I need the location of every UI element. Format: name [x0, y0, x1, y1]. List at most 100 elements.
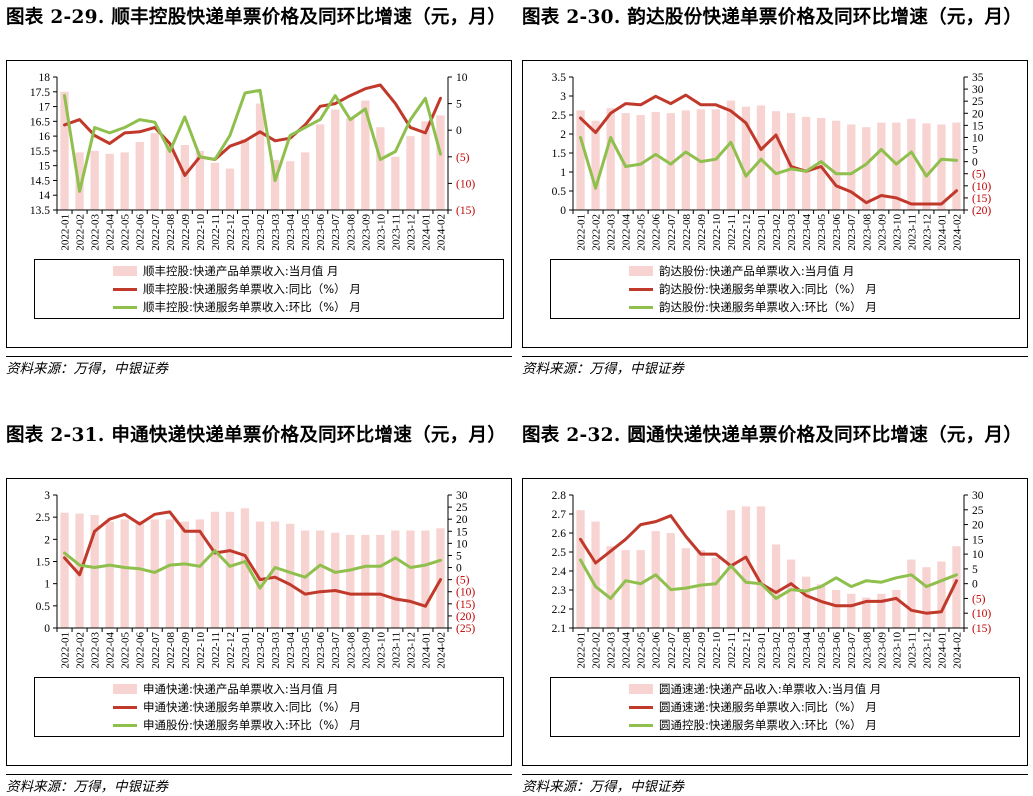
left-tick-label: 0.5: [36, 601, 51, 613]
right-tick-label: (10): [456, 587, 475, 599]
series-line-yoy: [63, 510, 442, 608]
source-divider: [6, 356, 512, 357]
left-tick-label: 2.3: [552, 585, 567, 597]
bar-2022-06: [651, 531, 660, 628]
bar-2022-12: [225, 168, 235, 210]
right-tick-label: 25: [972, 96, 984, 108]
x-tick-label: 2023-04: [801, 214, 813, 251]
bar-2022-11: [726, 100, 736, 210]
chart-legend: 圆通速递:快递产品收入:单票收入:当月值 月 圆通速递:快递服务单票收入:同比（…: [550, 677, 1020, 737]
chart-frame: 2.1 2.2 2.3 2.4 2.5 2.6 2.7 2.8 (15) (10) (5) 0 5 10 1…: [522, 478, 1028, 766]
left-tick-label: 16.5: [30, 116, 50, 128]
legend-label: 圆通速递:快递产品收入:单票收入:当月值 月: [659, 682, 882, 696]
right-tick-label: (15): [972, 623, 991, 635]
right-tick-label: 25: [972, 505, 984, 517]
legend-label: 韵达股份:快递产品单票收入:当月值 月: [659, 264, 855, 278]
x-tick-label: 2022-02: [75, 632, 87, 669]
bar-2023-08: [346, 534, 355, 628]
x-tick-label: 2023-10: [891, 213, 903, 250]
bar-2022-08: [165, 519, 174, 628]
legend-label: 申通快递:快递服务单票收入:同比（%） 月: [143, 700, 361, 714]
x-tick-label: 2023-08: [345, 214, 357, 251]
x-tick-label: 2022-09: [696, 631, 708, 668]
bar-2023-04: [802, 576, 811, 628]
series-line-yoy: [579, 514, 958, 615]
bar-2022-12: [225, 511, 235, 628]
x-tick-label: 2023-12: [405, 632, 417, 669]
left-tick-label: 17.5: [30, 87, 50, 99]
bar-2023-05: [817, 584, 826, 628]
legend-label: 圆通控股:快递服务单票收入:环比（%） 月: [659, 718, 877, 732]
right-tick-label: (15): [456, 599, 475, 611]
left-tick-label: 2.4: [552, 566, 567, 578]
series-line-yoy: [579, 93, 958, 206]
x-tick-label: 2023-12: [405, 214, 417, 251]
x-tick-label: 2023-06: [315, 632, 327, 669]
right-tick-label: 5: [972, 145, 978, 157]
right-tick-label: 0: [972, 157, 978, 169]
bar-2023-01: [240, 508, 250, 628]
x-tick-label: 2022-11: [210, 214, 222, 250]
legend-label: 申通快递:快递产品单票收入:当月值 月: [143, 682, 339, 696]
x-tick-label: 2022-08: [681, 214, 693, 251]
bar-2022-02: [591, 521, 600, 628]
bar-2024-02: [952, 122, 961, 210]
bar-2022-10: [195, 150, 204, 210]
bar-2023-09: [877, 593, 886, 628]
x-tick-label: 2022-12: [225, 632, 237, 669]
right-tick-label: (25): [456, 623, 475, 635]
x-tick-label: 2022-03: [90, 632, 102, 669]
x-tick-label: 2022-05: [636, 214, 648, 251]
x-tick-label: 2023-02: [255, 214, 267, 251]
right-tick-label: 10: [972, 549, 984, 561]
bar-2024-01: [937, 561, 946, 628]
x-tick-label: 2022-04: [105, 213, 117, 250]
bar-2023-06: [316, 530, 325, 628]
x-tick-label: 2023-12: [921, 632, 933, 669]
right-tick-label: 25: [456, 502, 468, 514]
bar-2023-03: [270, 159, 280, 210]
chart-canvas: 00.511.522.533.5(20)(15)(10)(5)051015202…: [552, 72, 992, 251]
x-tick-label: 2022-06: [651, 631, 663, 668]
x-tick-label: 2023-03: [270, 632, 282, 669]
x-tick-label: 2022-01: [576, 214, 588, 251]
right-tick-label: (5): [972, 593, 986, 605]
bar-2024-02: [952, 546, 961, 628]
x-tick-label: 2022-10: [195, 214, 207, 251]
x-tick-label: 2023-02: [771, 214, 783, 251]
left-tick-label: 0: [44, 623, 50, 635]
x-tick-label: 2023-09: [360, 214, 372, 251]
left-tick-label: 3.5: [552, 72, 567, 84]
x-tick-label: 2024-02: [436, 214, 448, 251]
x-tick-label: 2023-01: [240, 632, 252, 669]
x-tick-label: 2022-07: [150, 214, 162, 251]
legend-label: 顺丰控股:快递服务单票收入:环比（%） 月: [143, 300, 361, 314]
bar-2022-08: [165, 145, 174, 210]
x-tick-label: 2022-08: [681, 632, 693, 669]
bar-2022-10: [711, 557, 720, 628]
bar-2022-09: [696, 550, 705, 628]
x-tick-label: 2022-03: [606, 214, 618, 251]
right-tick-label: 15: [972, 120, 984, 132]
x-tick-label: 2023-05: [300, 213, 312, 250]
bar-2024-01: [421, 530, 430, 628]
bar-2022-04: [105, 521, 114, 628]
bar-2022-07: [666, 113, 675, 210]
x-tick-label: 2023-07: [330, 213, 342, 250]
x-tick-label: 2023-02: [771, 632, 783, 669]
x-tick-label: 2023-10: [375, 631, 387, 668]
x-tick-label: 2023-05: [816, 213, 828, 250]
bar-2023-08: [862, 597, 871, 628]
bar-2022-04: [621, 113, 630, 210]
x-tick-label: 2023-07: [330, 631, 342, 668]
x-tick-label: 2023-02: [255, 632, 267, 669]
right-tick-label: (10): [972, 181, 991, 193]
left-tick-label: 2.5: [552, 110, 567, 122]
x-tick-label: 2023-10: [891, 631, 903, 668]
bar-2024-01: [937, 124, 946, 210]
x-tick-label: 2022-08: [165, 632, 177, 669]
bar-2022-04: [621, 550, 630, 628]
x-tick-label: 2023-04: [285, 632, 297, 669]
bar-2023-04: [286, 523, 295, 628]
bar-2023-11: [907, 559, 916, 628]
